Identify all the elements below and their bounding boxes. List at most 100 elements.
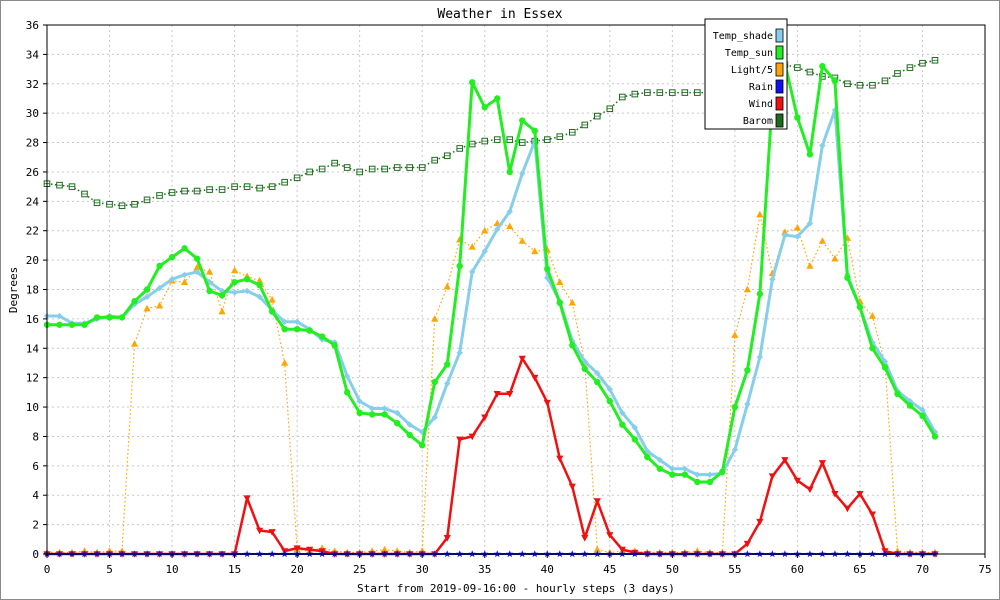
data-point-temp-sun [118,314,126,321]
data-point-barom [56,181,63,189]
data-point-wind [593,498,601,505]
data-point-temp-shade [356,397,363,405]
data-point-temp-sun [281,325,288,333]
data-point-temp-sun [68,321,76,328]
data-point-light-5 [155,301,164,309]
data-point-temp-shade [731,446,739,453]
data-point-wind [756,518,764,526]
data-point-temp-sun [181,245,188,252]
data-point-barom [806,68,814,76]
x-tick-label: 15 [228,563,241,576]
data-point-wind [618,546,626,554]
y-tick-label: 2 [32,519,39,532]
legend-label: Light/5 [731,65,773,76]
data-point-light-5 [568,298,576,306]
data-point-temp-sun [106,314,113,321]
legend-label: Barom [743,116,773,127]
legend-box [704,18,788,130]
y-axis-label: Degrees [7,267,20,313]
legend-swatch [775,96,784,111]
data-point-wind [531,374,539,382]
legend-swatch [775,113,784,128]
series-wind [43,355,939,558]
x-tick-label: 75 [978,563,991,576]
data-point-barom [606,105,614,113]
data-point-barom [919,59,926,67]
data-point-temp-sun [331,342,338,349]
data-point-wind [243,495,251,502]
data-point-temp-shade [206,278,213,286]
data-point-temp-sun [794,114,801,121]
data-point-wind [506,391,514,398]
data-point-temp-shade [481,248,488,255]
data-point-light-5 [731,331,739,338]
data-point-wind [843,505,852,513]
y-tick-label: 24 [26,195,40,208]
legend-swatch [775,45,784,60]
data-point-light-5 [593,545,601,553]
data-point-wind [481,414,489,422]
x-tick-label: 35 [478,563,491,576]
data-point-barom [481,137,489,145]
data-point-temp-shade [594,370,601,377]
data-point-barom [181,187,188,195]
data-point-temp-shade [694,471,701,478]
x-tick-label: 20 [291,563,304,576]
data-point-temp-shade [744,400,751,408]
data-point-wind [456,436,464,444]
x-axis-label: Start from 2019-09-16:00 - hourly steps … [357,582,675,595]
data-point-temp-shade [794,233,801,240]
data-point-light-5 [781,228,789,235]
data-point-wind [293,545,301,552]
data-point-temp-shade [393,409,401,417]
data-point-temp-shade [756,353,764,361]
data-point-temp-sun [131,298,138,305]
data-point-temp-sun [556,299,563,306]
x-tick-label: 40 [541,563,554,576]
data-point-light-5 [743,285,751,293]
data-point-temp-sun [519,117,526,124]
data-point-light-5 [281,359,289,366]
y-tick-label: 20 [26,254,39,267]
data-point-barom [456,145,464,152]
data-point-barom [644,89,651,96]
data-point-temp-shade [431,414,438,421]
data-point-barom [106,200,113,208]
data-point-temp-shade [469,268,476,276]
data-point-temp-shade [781,231,789,239]
data-point-temp-sun [544,265,551,273]
x-tick-label: 45 [603,563,616,576]
data-point-barom [193,187,201,195]
y-tick-label: 26 [26,166,39,179]
data-point-temp-sun [318,333,326,340]
data-point-barom [93,199,101,207]
data-point-wind [743,540,751,548]
data-point-barom [593,112,601,120]
data-point-light-5 [518,237,526,244]
data-point-temp-sun [231,278,238,286]
data-point-temp-shade [156,284,163,292]
y-tick-label: 12 [26,372,39,385]
data-point-temp-sun [444,361,451,368]
data-point-temp-shade [519,170,526,177]
x-tick-label: 65 [853,563,866,576]
data-point-temp-sun [381,411,388,418]
data-point-temp-sun [306,327,313,334]
data-point-barom [631,90,639,98]
data-point-barom [168,189,176,196]
data-point-light-5 [130,340,139,347]
data-point-light-5 [868,312,877,319]
data-point-barom [331,159,338,167]
data-point-barom [931,56,939,64]
data-point-temp-sun [619,421,626,428]
data-point-temp-shade [769,276,776,283]
y-tick-label: 30 [26,107,39,120]
data-point-temp-sun [631,436,639,443]
data-point-temp-shade [444,380,451,387]
data-point-temp-shade [669,465,676,472]
data-point-wind [831,490,839,498]
data-point-temp-sun [869,345,876,352]
data-point-barom [794,64,801,71]
data-point-barom [418,164,426,171]
data-point-temp-shade [919,406,926,414]
